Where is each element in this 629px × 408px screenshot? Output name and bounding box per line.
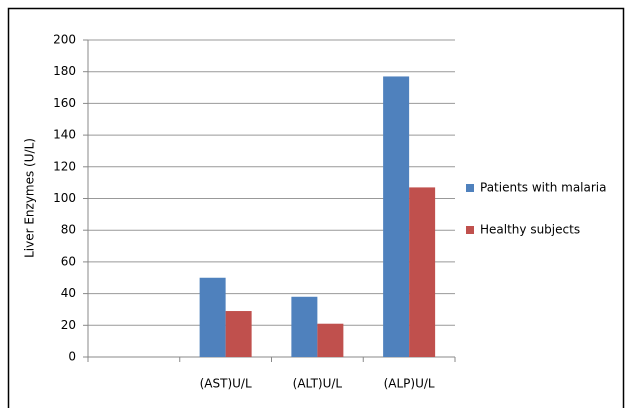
legend-label: Patients with malaria: [480, 181, 606, 195]
legend-label: Healthy subjects: [480, 223, 580, 237]
bar: [291, 296, 318, 357]
bar: [409, 187, 436, 357]
x-tick-label: (AST)U/L: [200, 377, 252, 391]
y-tick-label: 100: [53, 191, 76, 205]
y-tick-label: 20: [61, 318, 76, 332]
y-tick-label: 140: [53, 128, 76, 142]
y-axis-label: Liver Enzymes (U/L): [23, 138, 37, 258]
y-tick-label: 120: [53, 159, 76, 173]
y-tick-label: 200: [53, 33, 76, 47]
x-tick-label: (ALP)U/L: [384, 377, 435, 391]
x-tick-label: (ALT)U/L: [293, 377, 343, 391]
legend-swatch: [466, 184, 474, 192]
legend-swatch: [466, 226, 474, 234]
bar: [225, 311, 252, 357]
y-tick-label: 40: [61, 286, 76, 300]
bar: [199, 277, 226, 357]
y-tick-label: 0: [68, 350, 76, 364]
y-tick-label: 180: [53, 64, 76, 78]
bar: [383, 76, 410, 357]
y-tick-label: 80: [61, 223, 76, 237]
y-tick-label: 160: [53, 96, 76, 110]
bar: [317, 323, 344, 357]
y-tick-label: 60: [61, 254, 76, 268]
